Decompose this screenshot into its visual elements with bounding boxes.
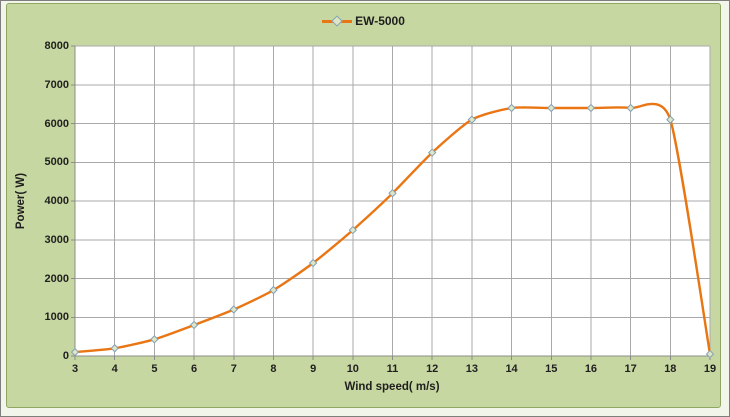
- plot-area-svg: [70, 45, 715, 360]
- data-point-marker-icon: [547, 103, 556, 113]
- data-point-marker-icon: [348, 225, 358, 235]
- data-point-marker-icon: [189, 320, 199, 330]
- data-point-marker-icon: [388, 189, 397, 198]
- data-point-marker-icon: [626, 103, 635, 113]
- legend: EW-5000: [7, 13, 720, 29]
- data-point-marker-icon: [507, 103, 516, 113]
- data-point-marker-icon: [427, 148, 437, 157]
- data-point-marker-icon: [666, 115, 675, 124]
- data-point-marker-icon: [467, 115, 477, 124]
- data-point-marker-icon: [269, 285, 278, 295]
- data-point-marker-icon: [110, 344, 119, 353]
- legend-series-label: EW-5000: [355, 14, 405, 28]
- data-point-marker-icon: [229, 305, 238, 314]
- data-point-marker-icon: [308, 258, 318, 268]
- chart-panel: EW-5000 3 4 5 6 7 8 9 10 11 12 13 14 15 16 17 18 19 0 1000…: [6, 3, 721, 408]
- data-point-marker-icon: [150, 335, 159, 344]
- data-point-marker-icon: [586, 103, 596, 113]
- data-point-marker-icon: [70, 347, 80, 357]
- y-axis-title: Power( W): [15, 172, 27, 230]
- data-point-marker-icon: [705, 349, 715, 359]
- legend-swatch: [322, 15, 353, 27]
- x-axis-title: Wind speed( m/s): [344, 381, 440, 393]
